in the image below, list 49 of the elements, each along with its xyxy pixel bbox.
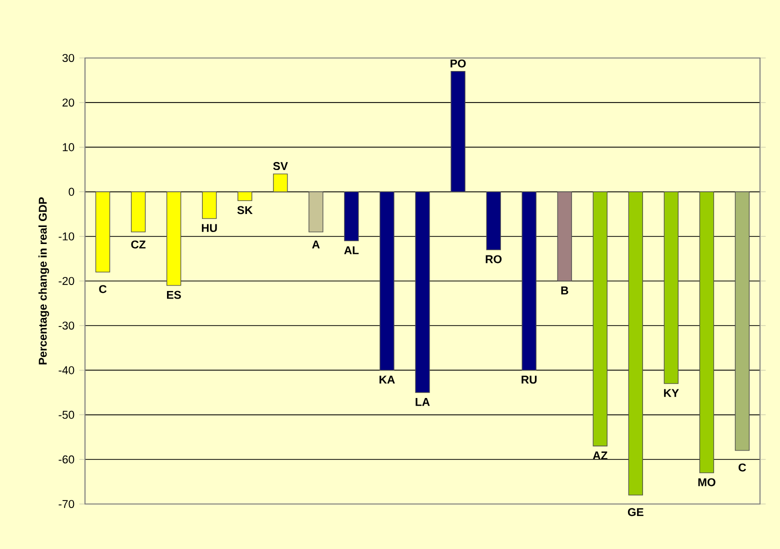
y-tick-label: 30 — [62, 54, 74, 62]
y-tick-label: -20 — [58, 276, 74, 285]
x-tick-label: B — [561, 286, 568, 294]
y-tick-label: -60 — [58, 455, 74, 464]
bar — [344, 191, 359, 242]
bar — [95, 191, 110, 272]
x-tick-label: C — [738, 463, 746, 472]
y-tick-label: -50 — [58, 410, 74, 419]
y-axis-title: Percentage change in real GDP — [38, 197, 50, 364]
y-tick-label: -40 — [58, 366, 74, 374]
bar — [592, 191, 608, 446]
y-tick-label: -30 — [58, 322, 74, 330]
bar — [273, 174, 288, 192]
y-tick-label: -70 — [58, 500, 74, 508]
x-tick-label: RO — [486, 255, 502, 264]
x-tick-label: C — [99, 285, 107, 294]
bar — [557, 191, 572, 282]
x-tick-label: HU — [202, 224, 217, 232]
bar — [522, 191, 536, 371]
x-tick-label: PO — [450, 59, 466, 68]
x-tick-label: SK — [237, 206, 253, 214]
bar — [450, 71, 466, 192]
y-tick-label: 20 — [62, 98, 74, 107]
bar — [166, 191, 182, 286]
bar — [486, 191, 501, 250]
bar — [130, 191, 146, 232]
bar — [415, 191, 430, 393]
bar — [734, 191, 750, 451]
bar — [664, 191, 679, 384]
bar — [628, 191, 643, 496]
x-tick-label: ES — [167, 290, 181, 299]
x-tick-label: GE — [628, 508, 644, 516]
bar — [380, 191, 394, 371]
x-tick-label: AL — [344, 246, 359, 254]
x-tick-label: CZ — [131, 240, 146, 248]
y-tick-label: -10 — [58, 232, 74, 240]
bar — [202, 191, 217, 219]
x-tick-label: MO — [698, 478, 716, 486]
x-tick-label: SV — [273, 162, 288, 170]
bar — [238, 191, 252, 202]
bar — [308, 191, 324, 232]
x-tick-label: A — [312, 240, 320, 248]
x-tick-label: KY — [664, 389, 679, 397]
x-tick-label: RU — [522, 376, 537, 384]
y-tick-label: 10 — [62, 143, 74, 152]
x-tick-label: KA — [380, 376, 395, 384]
bar — [699, 191, 714, 474]
x-tick-label: LA — [416, 398, 430, 406]
y-tick-label: 0 — [68, 188, 74, 196]
